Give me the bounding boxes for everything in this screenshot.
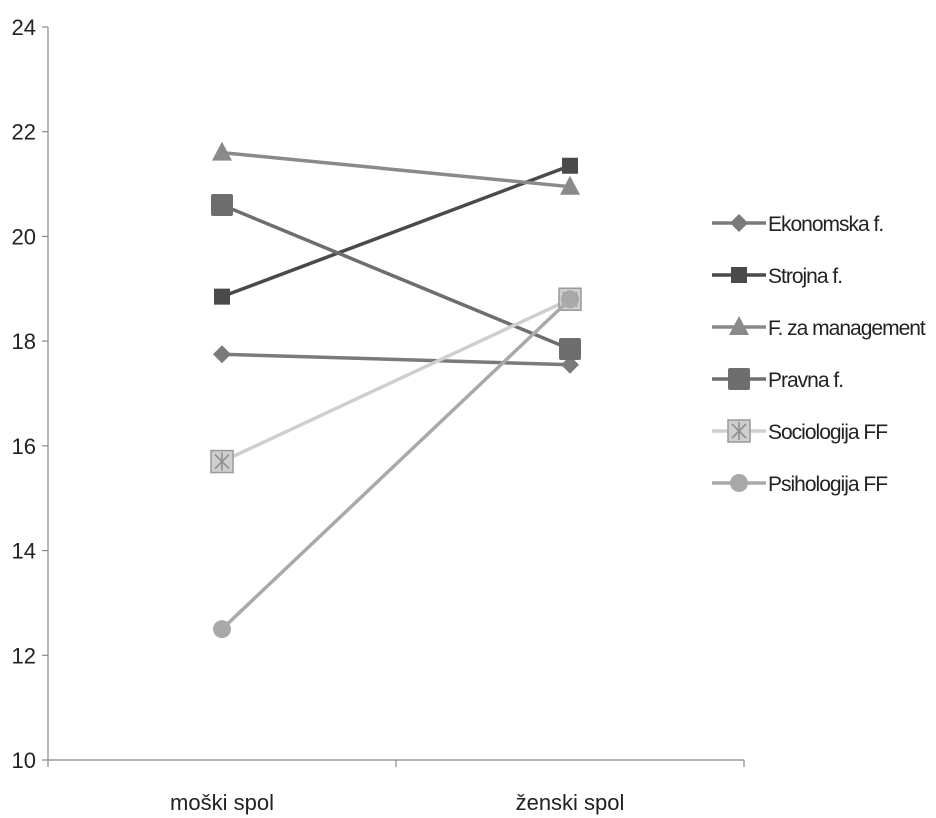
x-tick-label: ženski spol bbox=[516, 790, 625, 815]
data-point bbox=[562, 157, 578, 174]
series-0 bbox=[213, 345, 579, 374]
data-point bbox=[560, 175, 580, 195]
series-5 bbox=[213, 290, 579, 639]
data-point bbox=[212, 141, 232, 161]
data-point bbox=[559, 337, 581, 360]
series-line bbox=[221, 164, 571, 299]
series-2 bbox=[212, 141, 580, 195]
y-tick-label: 10 bbox=[12, 748, 36, 773]
y-tick-label: 18 bbox=[12, 329, 36, 354]
legend-label: F. za management bbox=[768, 317, 926, 340]
series-line bbox=[221, 150, 571, 189]
y-tick-label: 16 bbox=[12, 434, 36, 459]
series-4 bbox=[210, 287, 582, 474]
legend-label: Ekonomska f. bbox=[768, 213, 883, 236]
legend-label: Pravna f. bbox=[768, 369, 843, 392]
y-tick-label: 24 bbox=[12, 15, 36, 40]
data-point bbox=[211, 194, 233, 217]
legend-item: Strojna f. bbox=[712, 265, 843, 288]
legend-marker bbox=[731, 267, 747, 283]
legend-marker bbox=[729, 316, 749, 335]
data-point bbox=[213, 620, 231, 639]
legend-label: Strojna f. bbox=[768, 265, 842, 288]
data-point bbox=[561, 290, 579, 309]
series-line bbox=[220, 297, 572, 631]
legend-item: Ekonomska f. bbox=[712, 213, 884, 236]
y-tick-label: 14 bbox=[12, 539, 36, 564]
series-3 bbox=[211, 194, 581, 360]
series-line bbox=[221, 352, 571, 367]
data-point bbox=[561, 355, 579, 374]
legend-marker bbox=[728, 368, 750, 390]
legend-item: Pravna f. bbox=[712, 368, 844, 392]
x-tick-label: moški spol bbox=[170, 790, 274, 815]
legend-label: Sociologija FF bbox=[768, 421, 887, 444]
data-point bbox=[214, 288, 230, 305]
chart-axes: 10 12 14 16 18 20 22 24 moški spol ženski spol bbox=[12, 15, 745, 815]
legend-marker bbox=[730, 474, 748, 492]
legend-item: F. za management bbox=[712, 316, 927, 340]
legend-label: Psihologija FF bbox=[768, 473, 887, 496]
y-tick-label: 12 bbox=[12, 643, 36, 668]
y-tick-label: 22 bbox=[12, 120, 36, 145]
data-point bbox=[213, 345, 231, 364]
data-point bbox=[210, 449, 234, 474]
legend-marker bbox=[727, 419, 751, 443]
legend-marker bbox=[730, 214, 748, 232]
series-1 bbox=[214, 157, 578, 305]
legend: Ekonomska f. Strojna f. F. za management Pr… bbox=[712, 213, 927, 496]
legend-item: Sociologija FF bbox=[712, 419, 888, 444]
series-line bbox=[221, 297, 571, 464]
series-layer bbox=[210, 141, 582, 639]
y-tick-label: 20 bbox=[12, 224, 36, 249]
legend-item: Psihologija FF bbox=[712, 473, 888, 496]
